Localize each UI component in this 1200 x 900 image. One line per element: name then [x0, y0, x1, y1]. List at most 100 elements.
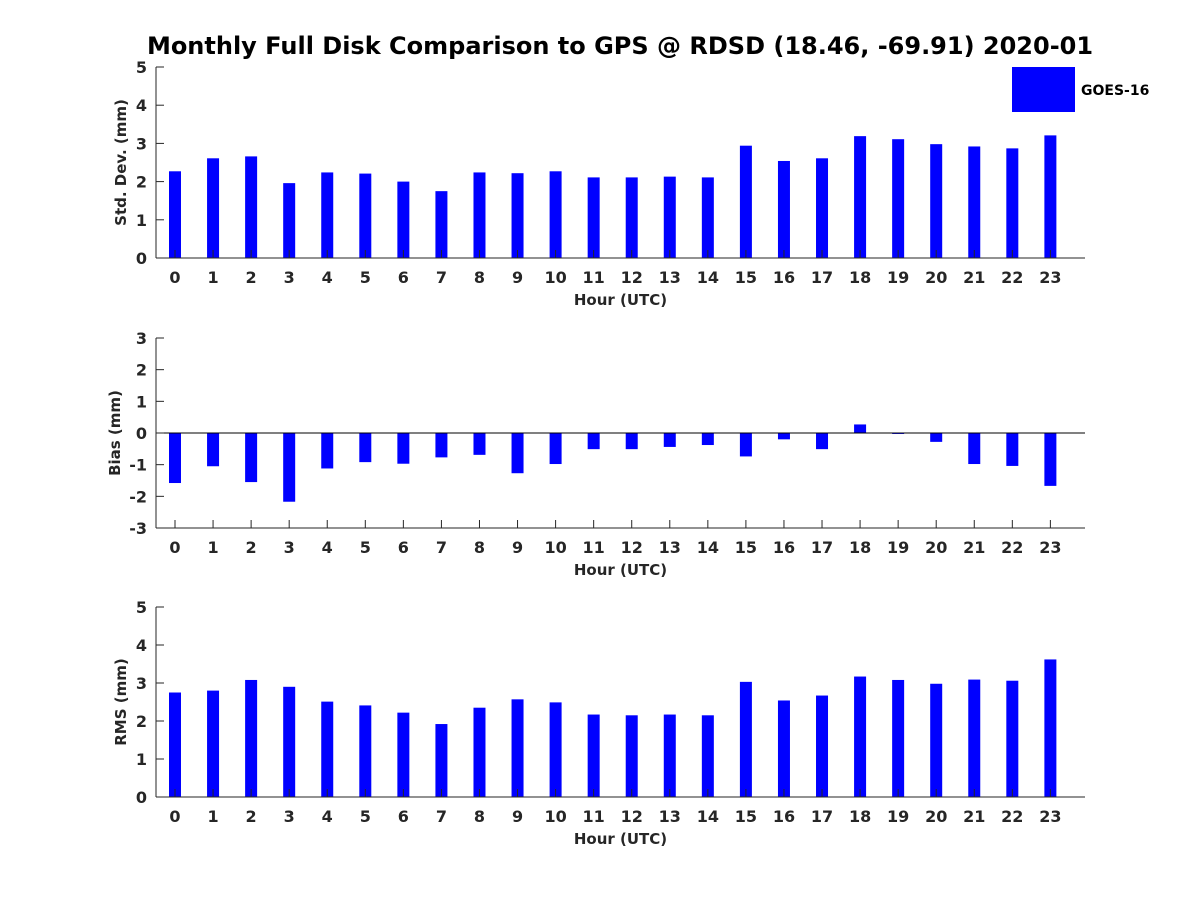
- bar: [625, 715, 638, 797]
- bar: [739, 681, 752, 797]
- bar: [245, 156, 258, 258]
- x-tick-label: 21: [963, 807, 985, 826]
- x-tick-label: 11: [583, 268, 605, 287]
- x-tick-label: 15: [735, 268, 757, 287]
- bar: [854, 136, 867, 258]
- x-tick-label: 8: [474, 807, 485, 826]
- x-tick-label: 22: [1001, 538, 1023, 557]
- x-tick-label: 22: [1001, 268, 1023, 287]
- x-tick-label: 11: [583, 807, 605, 826]
- bar: [435, 191, 448, 258]
- bar: [777, 160, 790, 258]
- bar: [663, 176, 676, 258]
- x-tick-label: 20: [925, 538, 947, 557]
- x-tick-label: 23: [1039, 268, 1061, 287]
- x-tick-label: 7: [436, 268, 447, 287]
- bar: [549, 433, 562, 465]
- bar: [1044, 135, 1057, 258]
- x-tick-label: 4: [322, 538, 333, 557]
- y-tick-label: 4: [136, 96, 147, 115]
- x-axis-label: Hour (UTC): [574, 830, 667, 848]
- x-tick-label: 13: [659, 538, 681, 557]
- x-tick-label: 7: [436, 538, 447, 557]
- bar: [968, 679, 981, 797]
- x-tick-label: 5: [360, 538, 371, 557]
- y-tick-label: -2: [129, 487, 147, 506]
- bar: [169, 171, 181, 258]
- bar: [1006, 148, 1019, 258]
- x-tick-label: 10: [544, 268, 566, 287]
- y-tick-label: 2: [136, 712, 147, 731]
- x-tick-label: 2: [246, 807, 257, 826]
- y-tick-label: 1: [136, 750, 147, 769]
- x-tick-label: 19: [887, 268, 909, 287]
- x-tick-label: 3: [284, 807, 295, 826]
- x-tick-label: 1: [207, 807, 218, 826]
- x-tick-label: 7: [436, 807, 447, 826]
- y-tick-label: 0: [136, 788, 147, 807]
- x-tick-label: 12: [621, 807, 643, 826]
- bar: [968, 433, 981, 465]
- x-tick-label: 18: [849, 268, 871, 287]
- bar: [511, 173, 524, 258]
- x-tick-label: 15: [735, 807, 757, 826]
- x-tick-label: 9: [512, 807, 523, 826]
- bar: [587, 714, 600, 797]
- bar: [701, 715, 714, 797]
- bar: [816, 433, 829, 450]
- x-tick-label: 5: [360, 268, 371, 287]
- bar: [739, 145, 752, 258]
- bar: [473, 433, 486, 455]
- bar: [359, 705, 372, 797]
- bar: [283, 433, 296, 502]
- y-tick-label: 5: [136, 58, 147, 77]
- x-tick-label: 10: [544, 538, 566, 557]
- bar: [549, 171, 562, 258]
- legend: GOES-16: [1012, 67, 1149, 112]
- bar: [854, 676, 867, 797]
- bar: [511, 699, 524, 797]
- y-tick-label: -1: [129, 456, 147, 475]
- x-tick-label: 20: [925, 268, 947, 287]
- x-tick-label: 12: [621, 268, 643, 287]
- bar: [663, 433, 676, 447]
- bar: [283, 183, 296, 258]
- x-tick-label: 14: [697, 807, 719, 826]
- bar: [816, 158, 829, 258]
- bar: [397, 433, 410, 464]
- bar: [854, 424, 867, 433]
- x-tick-label: 17: [811, 807, 833, 826]
- y-tick-label: 1: [136, 211, 147, 230]
- x-tick-label: 8: [474, 268, 485, 287]
- bar: [511, 433, 524, 474]
- x-tick-label: 19: [887, 538, 909, 557]
- x-tick-label: 4: [322, 807, 333, 826]
- x-tick-label: 0: [169, 807, 180, 826]
- bar: [739, 433, 752, 457]
- y-tick-label: 3: [136, 674, 147, 693]
- y-tick-label: 2: [136, 361, 147, 380]
- x-tick-label: 13: [659, 807, 681, 826]
- x-tick-label: 15: [735, 538, 757, 557]
- y-axis-label: RMS (mm): [112, 658, 130, 745]
- x-tick-label: 21: [963, 538, 985, 557]
- y-tick-label: 2: [136, 173, 147, 192]
- bar: [1006, 680, 1019, 797]
- bar: [968, 146, 981, 258]
- legend-label: GOES-16: [1081, 83, 1149, 99]
- x-tick-label: 21: [963, 268, 985, 287]
- bar: [397, 181, 410, 258]
- y-tick-label: 3: [136, 329, 147, 348]
- x-tick-label: 1: [207, 538, 218, 557]
- bar: [625, 177, 638, 258]
- bar: [169, 692, 181, 797]
- legend-swatch: [1012, 67, 1075, 112]
- x-tick-label: 9: [512, 268, 523, 287]
- x-tick-label: 5: [360, 807, 371, 826]
- x-tick-label: 23: [1039, 807, 1061, 826]
- x-tick-label: 22: [1001, 807, 1023, 826]
- bar: [777, 700, 790, 797]
